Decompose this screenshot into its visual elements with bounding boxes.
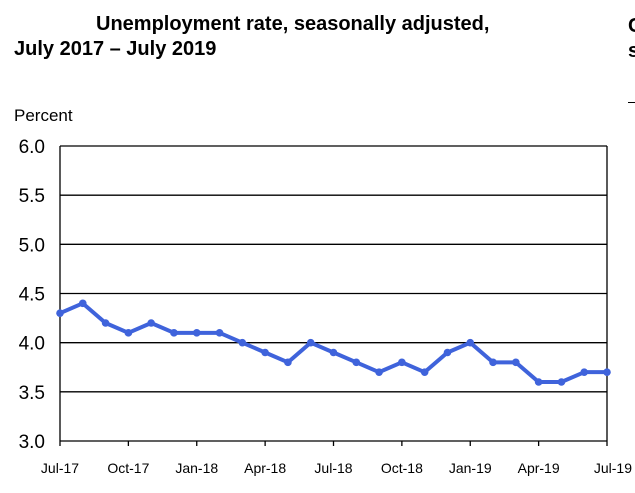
data-point xyxy=(101,319,110,327)
data-point xyxy=(398,358,406,367)
data-point xyxy=(489,358,497,367)
data-point xyxy=(557,378,566,386)
data-point xyxy=(443,348,452,357)
clipped-adjacent-text: C s xyxy=(628,15,635,62)
data-point xyxy=(238,338,247,347)
y-tick-label: 5.5 xyxy=(19,186,45,207)
x-tick-label: Oct-17 xyxy=(107,460,149,476)
data-point xyxy=(124,329,133,337)
x-tick-label: Jul-17 xyxy=(41,460,79,476)
data-point xyxy=(192,329,201,337)
y-tick-labels: 3.0 3.5 4.0 4.5 5.0 5.5 6.0 xyxy=(19,137,45,453)
x-tick-label: Jul-18 xyxy=(314,460,352,476)
data-point xyxy=(306,338,315,347)
data-point xyxy=(261,348,269,357)
data-point xyxy=(56,309,64,317)
clipped-adjacent-rule xyxy=(628,102,635,103)
data-point xyxy=(147,319,155,327)
data-point xyxy=(215,329,224,337)
data-series xyxy=(56,299,611,386)
data-point xyxy=(512,358,520,367)
data-point xyxy=(78,299,87,308)
data-point xyxy=(284,358,292,367)
data-point xyxy=(466,338,475,347)
data-point xyxy=(352,358,361,367)
data-point xyxy=(534,378,543,386)
chart-title-line-2: July 2017 – July 2019 xyxy=(14,38,217,60)
data-point xyxy=(170,329,178,337)
x-tick-label: Jan-19 xyxy=(449,460,492,476)
gridlines xyxy=(59,145,608,446)
x-tick-labels: Jul-17 Oct-17 Jan-18 Apr-18 Jul-18 Oct-18 Jan-… xyxy=(41,460,632,476)
data-point xyxy=(603,368,611,376)
chart-title-line-1: Unemployment rate, seasonally adjusted, xyxy=(96,13,490,35)
y-tick-label: 6.0 xyxy=(19,137,45,158)
x-tick-label: Apr-19 xyxy=(518,460,560,476)
data-point xyxy=(420,368,429,376)
x-tick-label: Apr-18 xyxy=(244,460,286,476)
y-tick-label: 4.0 xyxy=(19,334,45,355)
y-tick-label: 3.5 xyxy=(19,383,45,404)
y-tick-label: 4.5 xyxy=(19,285,45,306)
y-axis-label: Percent xyxy=(14,106,73,125)
data-point xyxy=(329,348,338,357)
x-tick-label: Jul-19 xyxy=(594,460,632,476)
data-point xyxy=(580,368,589,376)
y-tick-label: 5.0 xyxy=(19,235,45,256)
chart-title: Unemployment rate, seasonally adjusted, … xyxy=(14,12,489,62)
x-tick-label: Jan-18 xyxy=(175,460,218,476)
data-point xyxy=(375,368,383,376)
y-tick-label: 3.0 xyxy=(19,432,45,453)
x-tick-label: Oct-18 xyxy=(381,460,423,476)
